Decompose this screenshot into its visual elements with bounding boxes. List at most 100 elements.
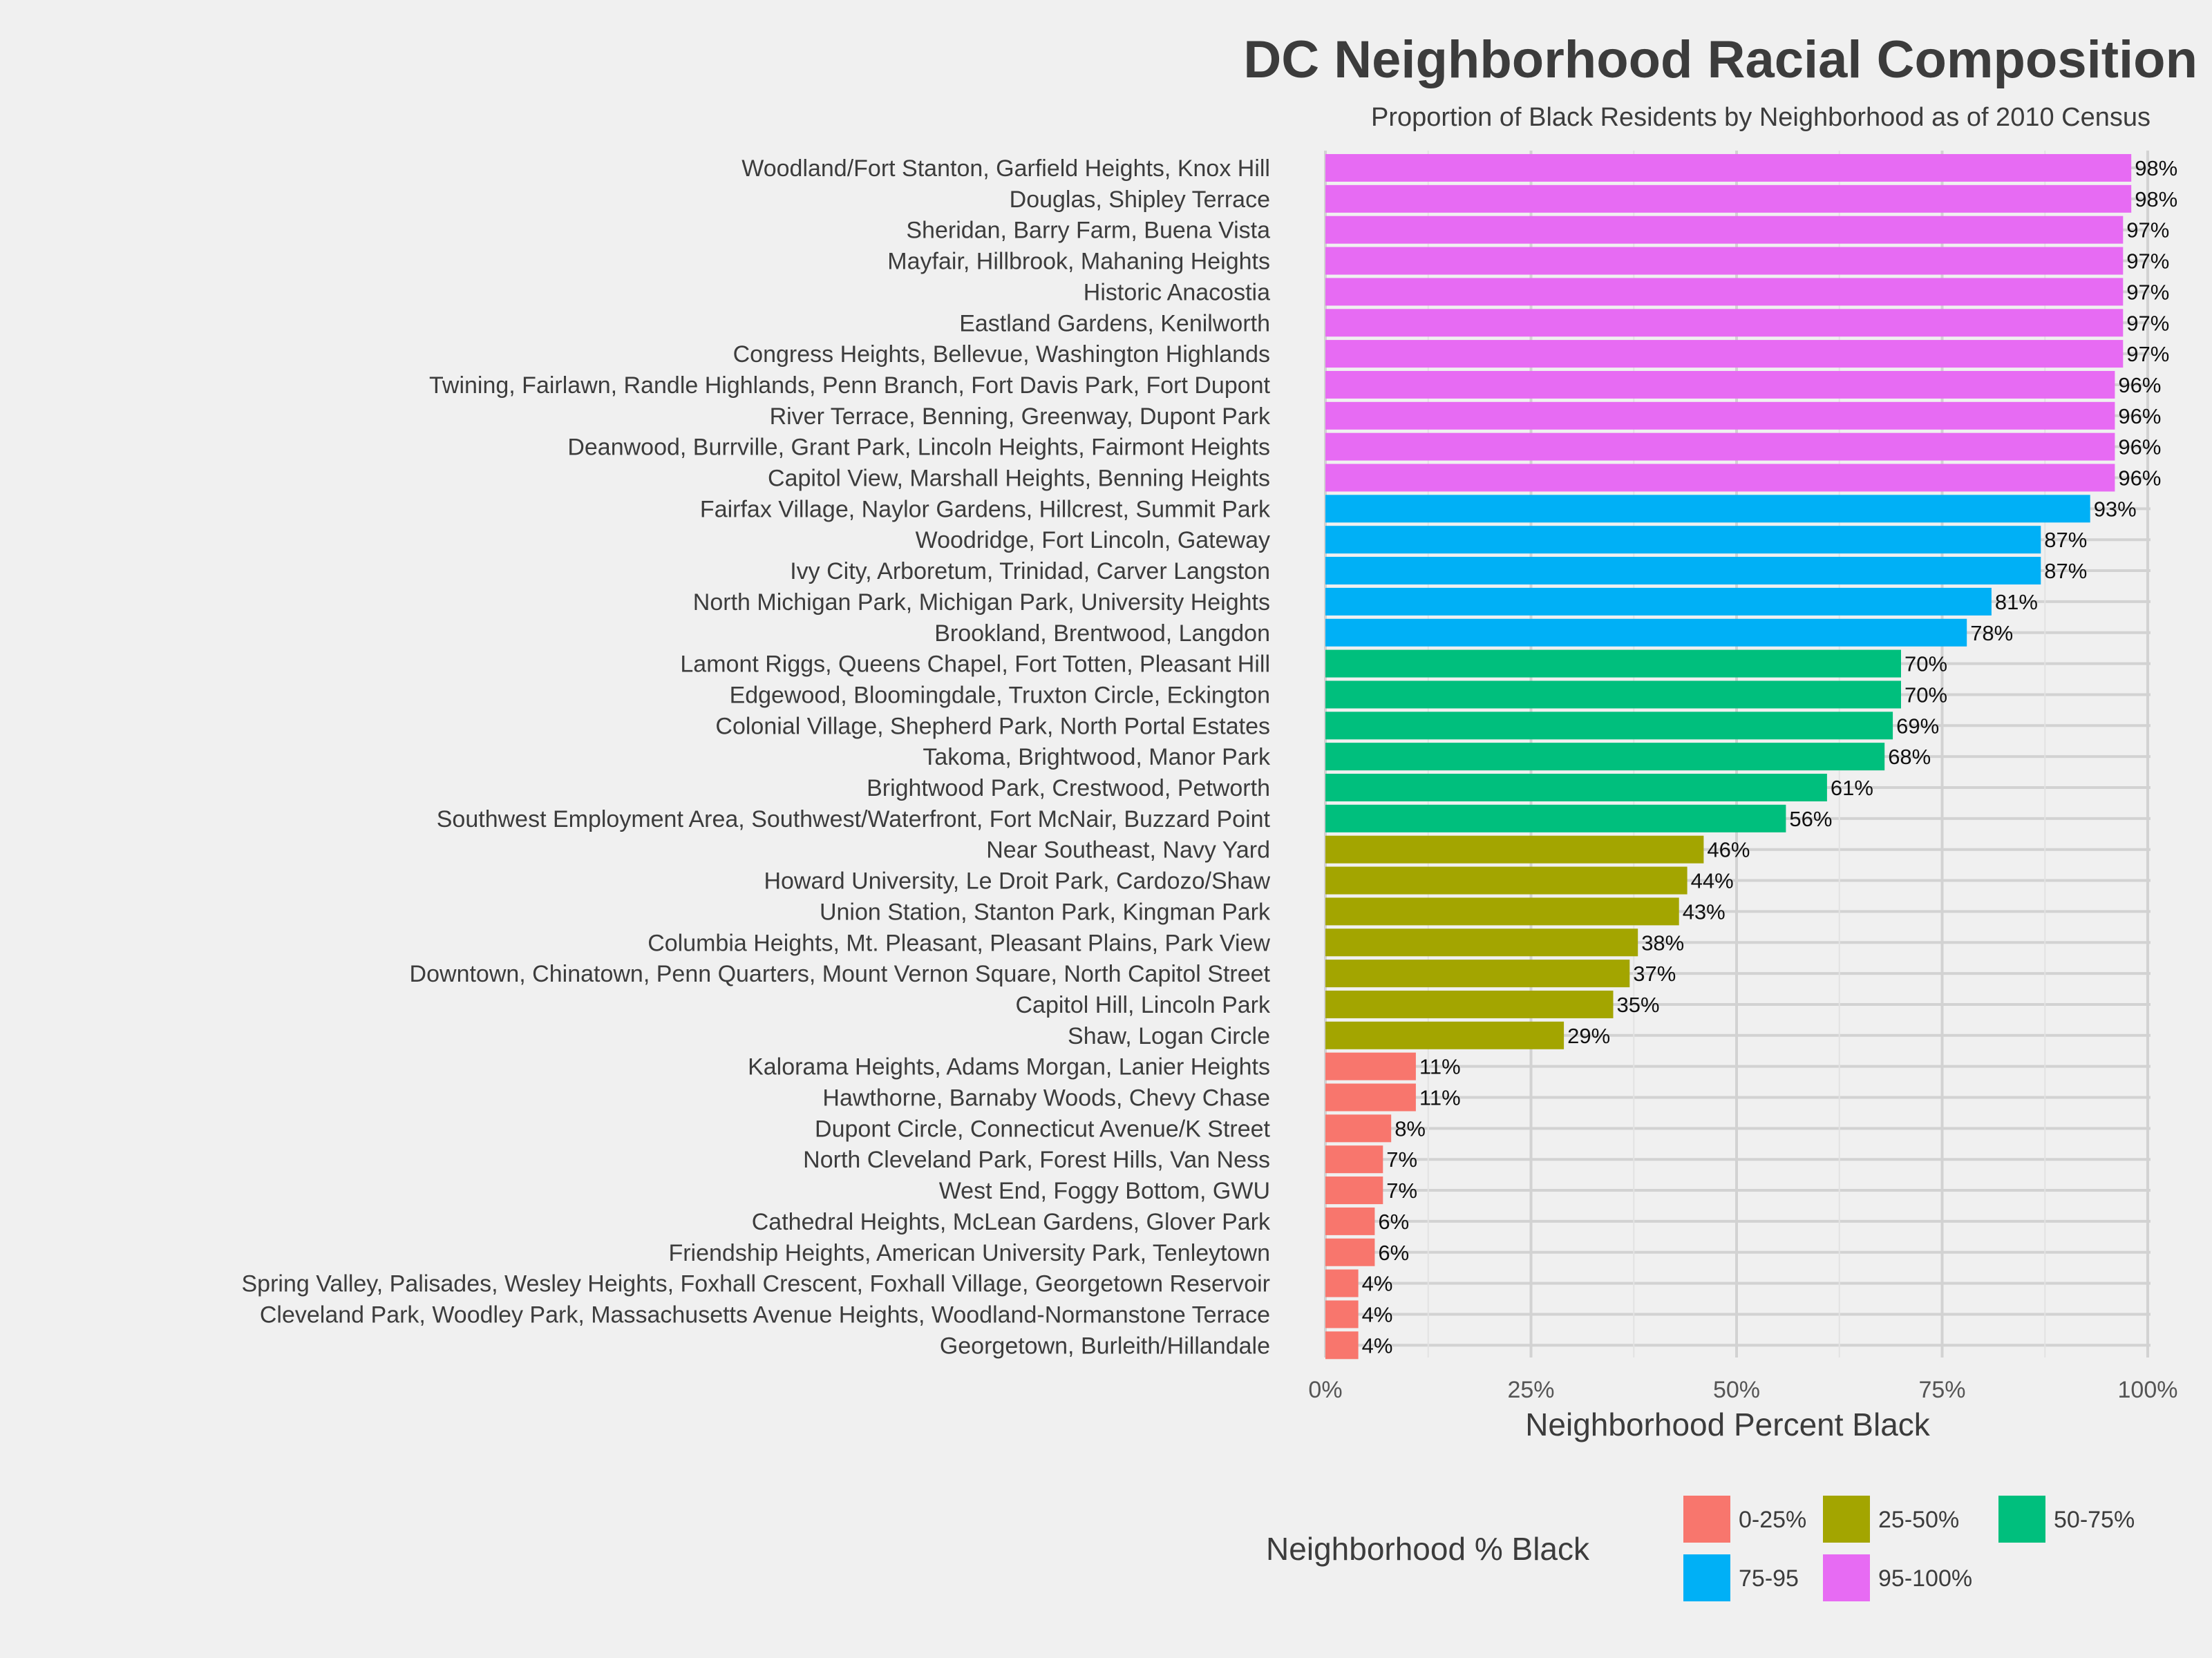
y-tick-label: Dupont Circle, Connecticut Avenue/K Stre… (815, 1116, 1271, 1142)
data-label: 35% (1617, 993, 1660, 1017)
bar (1325, 1207, 1375, 1235)
data-label: 29% (1567, 1024, 1610, 1048)
bars (1325, 154, 2132, 1360)
legend-label: 75-95 (1739, 1565, 1799, 1592)
y-tick-label: Union Station, Stanton Park, Kingman Par… (820, 899, 1271, 925)
data-label: 6% (1378, 1241, 1409, 1265)
legend-label: 25-50% (1878, 1507, 1959, 1533)
bar (1325, 526, 2041, 554)
bar (1325, 495, 2090, 523)
data-labels: 98%98%97%97%97%97%97%96%96%96%96%93%87%8… (1362, 156, 2178, 1357)
legend-swatch (1683, 1496, 1730, 1543)
chart-title: DC Neighborhood Racial Composition (1243, 30, 2197, 89)
data-label: 70% (1904, 652, 1947, 676)
x-axis-title: Neighborhood Percent Black (1525, 1407, 1931, 1442)
y-tick-label: Friendship Heights, American University … (668, 1240, 1270, 1266)
data-label: 87% (2044, 559, 2087, 583)
bar (1325, 154, 2132, 182)
bar (1325, 1021, 1565, 1049)
bar (1325, 278, 2124, 306)
y-tick-label: Brightwood Park, Crestwood, Petworth (867, 775, 1270, 801)
legend-label: 95-100% (1878, 1565, 1972, 1592)
data-label: 97% (2126, 280, 2169, 304)
data-label: 56% (1789, 807, 1832, 831)
data-label: 46% (1707, 838, 1750, 862)
y-tick-label: Colonial Village, Shepherd Park, North P… (715, 713, 1270, 739)
legend-title: Neighborhood % Black (1266, 1531, 1590, 1567)
y-tick-label: Near Southeast, Navy Yard (986, 837, 1270, 864)
data-label: 68% (1888, 745, 1931, 769)
x-tick-label: 100% (2118, 1377, 2178, 1403)
data-label: 11% (1419, 1086, 1461, 1110)
y-tick-label: Cleveland Park, Woodley Park, Massachuse… (260, 1302, 1270, 1328)
x-tick-label: 50% (1713, 1377, 1760, 1403)
bar (1325, 1269, 1359, 1297)
data-label: 97% (2126, 342, 2169, 366)
y-tick-label: Capitol Hill, Lincoln Park (1016, 992, 1271, 1018)
data-label: 4% (1362, 1333, 1393, 1357)
y-tick-label: Kalorama Heights, Adams Morgan, Lanier H… (748, 1054, 1270, 1080)
y-tick-label: North Cleveland Park, Forest Hills, Van … (803, 1147, 1270, 1173)
data-label: 97% (2126, 249, 2169, 274)
y-tick-label: Eastland Gardens, Kenilworth (959, 310, 1270, 336)
data-label: 43% (1683, 899, 1726, 924)
data-label: 37% (1633, 962, 1676, 986)
data-label: 38% (1641, 931, 1684, 955)
data-label: 4% (1362, 1272, 1393, 1296)
data-label: 11% (1419, 1055, 1461, 1079)
y-tick-label: North Michigan Park, Michigan Park, Univ… (693, 589, 1270, 616)
data-label: 81% (1995, 590, 2038, 614)
data-label: 93% (2094, 497, 2137, 521)
bar (1325, 247, 2124, 275)
bar (1325, 1300, 1359, 1328)
y-axis-labels: Woodland/Fort Stanton, Garfield Heights,… (242, 155, 1271, 1359)
y-tick-label: Cathedral Heights, McLean Gardens, Glove… (752, 1209, 1271, 1235)
x-axis-ticks: 0% 25% 50% 75% 100% (1308, 1377, 2177, 1403)
y-tick-label: Shaw, Logan Circle (1068, 1023, 1270, 1049)
y-tick-label: Capitol View, Marshall Heights, Benning … (768, 466, 1270, 492)
y-tick-label: West End, Foggy Bottom, GWU (939, 1178, 1270, 1204)
y-tick-label: Historic Anacostia (1084, 279, 1270, 305)
x-tick-label: 0% (1308, 1377, 1342, 1403)
y-tick-label: Woodland/Fort Stanton, Garfield Heights,… (741, 155, 1270, 182)
y-tick-label: Fairfax Village, Naylor Gardens, Hillcre… (700, 496, 1271, 522)
data-label: 96% (2118, 466, 2161, 490)
legend-swatch (1823, 1554, 1870, 1601)
bar (1325, 432, 2115, 461)
y-tick-label: Ivy City, Arboretum, Trinidad, Carver La… (790, 558, 1270, 584)
bar (1325, 1114, 1392, 1143)
data-label: 97% (2126, 218, 2169, 242)
y-tick-label: Mayfair, Hillbrook, Mahaning Heights (887, 249, 1270, 275)
y-tick-label: Spring Valley, Palisades, Wesley Heights… (242, 1271, 1271, 1297)
bar (1325, 1176, 1383, 1205)
bar (1325, 866, 1688, 895)
data-label: 98% (2135, 156, 2177, 180)
bar (1325, 835, 1704, 864)
y-tick-label: Deanwood, Burrville, Grant Park, Lincoln… (567, 435, 1270, 461)
y-tick-label: River Terrace, Benning, Greenway, Dupont… (770, 403, 1271, 430)
bar (1325, 184, 2132, 213)
data-label: 61% (1831, 776, 1873, 800)
y-tick-label: Woodridge, Fort Lincoln, Gateway (916, 527, 1270, 553)
y-tick-label: Downtown, Chinatown, Penn Quarters, Moun… (410, 961, 1271, 987)
y-tick-label: Douglas, Shipley Terrace (1010, 187, 1270, 213)
bar (1325, 1238, 1375, 1266)
data-label: 96% (2118, 404, 2161, 428)
data-label: 8% (1395, 1116, 1426, 1141)
bar (1325, 960, 1630, 988)
data-label: 69% (1896, 714, 1939, 738)
x-tick-label: 75% (1918, 1377, 1965, 1403)
bar (1325, 649, 1901, 678)
legend-swatch (1823, 1496, 1870, 1543)
y-tick-label: Howard University, Le Droit Park, Cardoz… (764, 868, 1270, 895)
bar (1325, 309, 2124, 337)
x-tick-label: 25% (1507, 1377, 1554, 1403)
y-tick-label: Congress Heights, Bellevue, Washington H… (733, 341, 1270, 368)
legend-swatch (1998, 1496, 2045, 1543)
bar (1325, 1083, 1416, 1112)
bar (1325, 216, 2124, 244)
data-label: 7% (1386, 1147, 1417, 1172)
bar (1325, 340, 2124, 368)
data-label: 44% (1691, 869, 1734, 893)
